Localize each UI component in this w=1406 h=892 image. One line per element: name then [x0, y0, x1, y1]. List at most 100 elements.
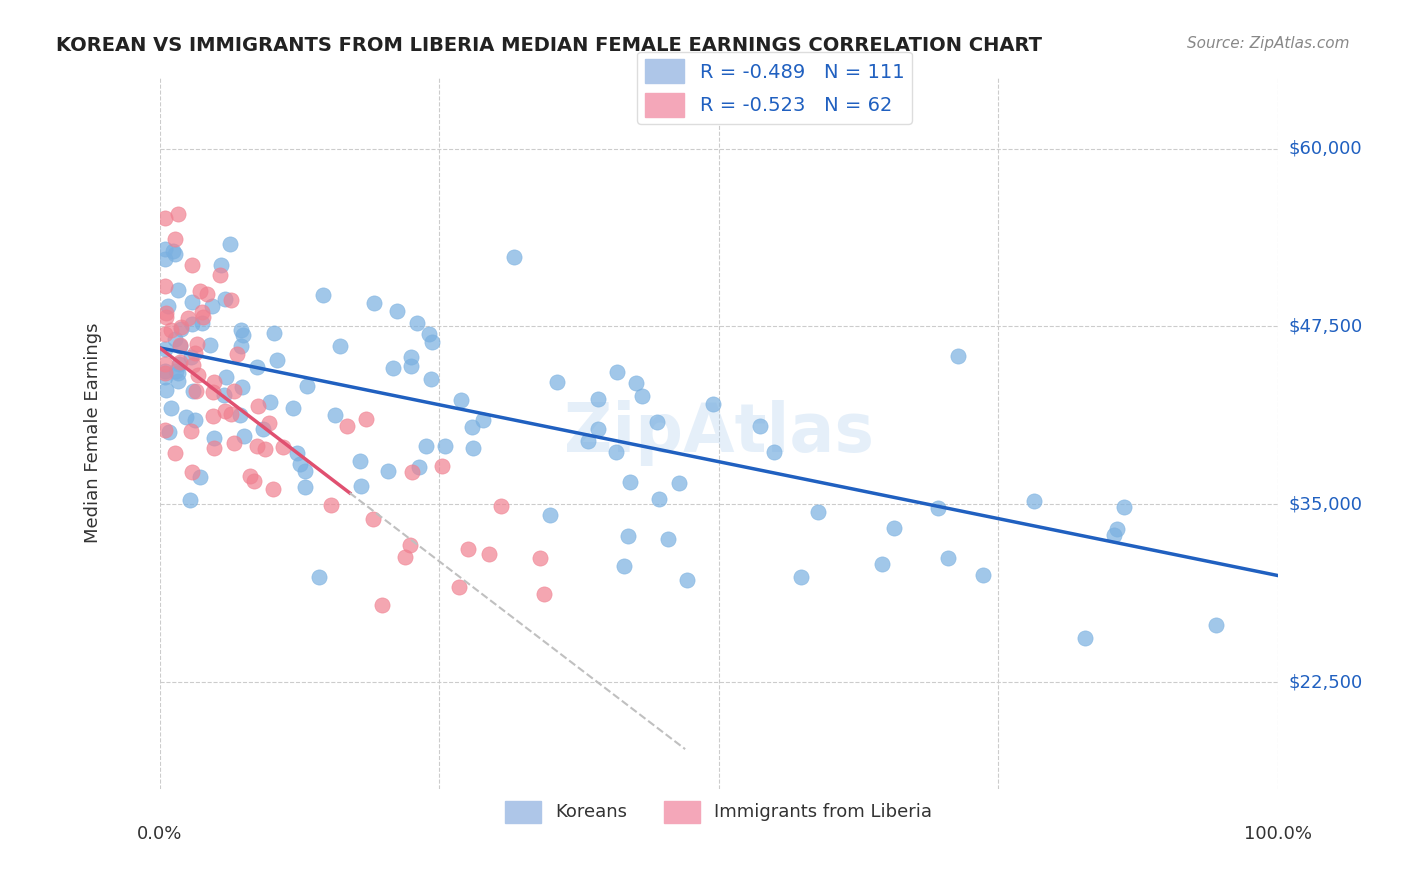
Text: $60,000: $60,000	[1289, 139, 1362, 158]
Point	[529, 550, 551, 565]
Point	[163, 247, 186, 261]
Point	[190, 470, 212, 484]
Point	[222, 384, 245, 399]
Point	[657, 532, 679, 546]
Point	[246, 439, 269, 453]
Point	[533, 587, 555, 601]
Text: 100.0%: 100.0%	[1244, 824, 1312, 843]
Point	[415, 438, 437, 452]
Point	[193, 310, 215, 324]
Point	[155, 357, 177, 371]
Point	[184, 413, 207, 427]
Point	[350, 479, 373, 493]
Point	[263, 326, 285, 340]
Point	[231, 380, 253, 394]
Point	[586, 422, 609, 436]
Point	[471, 412, 494, 426]
Point	[233, 429, 256, 443]
Point	[418, 326, 440, 341]
Point	[155, 252, 177, 266]
Point	[170, 319, 193, 334]
Text: $22,500: $22,500	[1289, 673, 1364, 691]
Point	[209, 258, 232, 272]
Point	[246, 360, 269, 375]
Point	[181, 384, 204, 399]
Point	[491, 500, 513, 514]
Point	[200, 338, 222, 352]
Point	[398, 538, 420, 552]
Point	[155, 423, 177, 437]
Text: Source: ZipAtlas.com: Source: ZipAtlas.com	[1187, 36, 1350, 51]
Point	[308, 570, 330, 584]
Point	[807, 505, 830, 519]
Point	[167, 357, 190, 371]
Text: 0.0%: 0.0%	[136, 824, 183, 843]
Point	[247, 399, 270, 413]
Point	[183, 346, 205, 360]
Point	[222, 436, 245, 450]
Point	[647, 492, 669, 507]
Point	[181, 294, 204, 309]
Point	[401, 466, 423, 480]
Point	[354, 412, 377, 426]
Point	[259, 395, 281, 409]
Point	[461, 419, 484, 434]
Point	[202, 431, 225, 445]
Point	[394, 549, 416, 564]
Point	[870, 557, 893, 571]
Point	[226, 346, 249, 360]
Point	[546, 375, 568, 389]
Point	[434, 439, 457, 453]
Point	[188, 284, 211, 298]
Point	[377, 464, 399, 478]
Point	[201, 385, 224, 400]
Point	[385, 304, 408, 318]
Point	[1107, 522, 1129, 536]
Point	[538, 508, 561, 523]
Point	[763, 444, 786, 458]
Point	[336, 419, 359, 434]
Point	[262, 483, 284, 497]
Point	[323, 409, 346, 423]
Point	[1205, 618, 1227, 632]
Point	[702, 397, 724, 411]
Point	[972, 567, 994, 582]
Point	[370, 598, 392, 612]
Point	[399, 359, 422, 373]
Point	[631, 389, 654, 403]
Point	[155, 310, 177, 325]
Point	[214, 292, 236, 306]
Point	[155, 306, 177, 320]
Point	[381, 360, 404, 375]
Point	[420, 335, 443, 350]
Point	[231, 339, 253, 353]
Point	[163, 332, 186, 346]
Point	[790, 570, 813, 584]
Text: ZipAtlas: ZipAtlas	[564, 401, 873, 467]
Point	[624, 376, 647, 390]
Point	[167, 283, 190, 297]
Point	[252, 422, 274, 436]
Point	[312, 288, 335, 302]
Point	[202, 376, 225, 390]
Point	[619, 475, 641, 490]
Text: $35,000: $35,000	[1289, 495, 1362, 514]
Point	[155, 366, 177, 380]
Point	[586, 392, 609, 406]
Point	[617, 528, 640, 542]
Point	[361, 512, 384, 526]
Point	[606, 365, 628, 379]
Point	[883, 521, 905, 535]
Point	[169, 338, 191, 352]
Point	[231, 323, 253, 337]
Point	[1074, 632, 1097, 646]
Point	[749, 419, 772, 434]
Point	[399, 350, 422, 364]
Point	[187, 368, 209, 382]
Point	[1112, 500, 1135, 515]
Point	[408, 460, 430, 475]
Point	[406, 316, 429, 330]
Point	[157, 425, 180, 439]
Point	[257, 416, 280, 430]
Point	[676, 573, 699, 587]
